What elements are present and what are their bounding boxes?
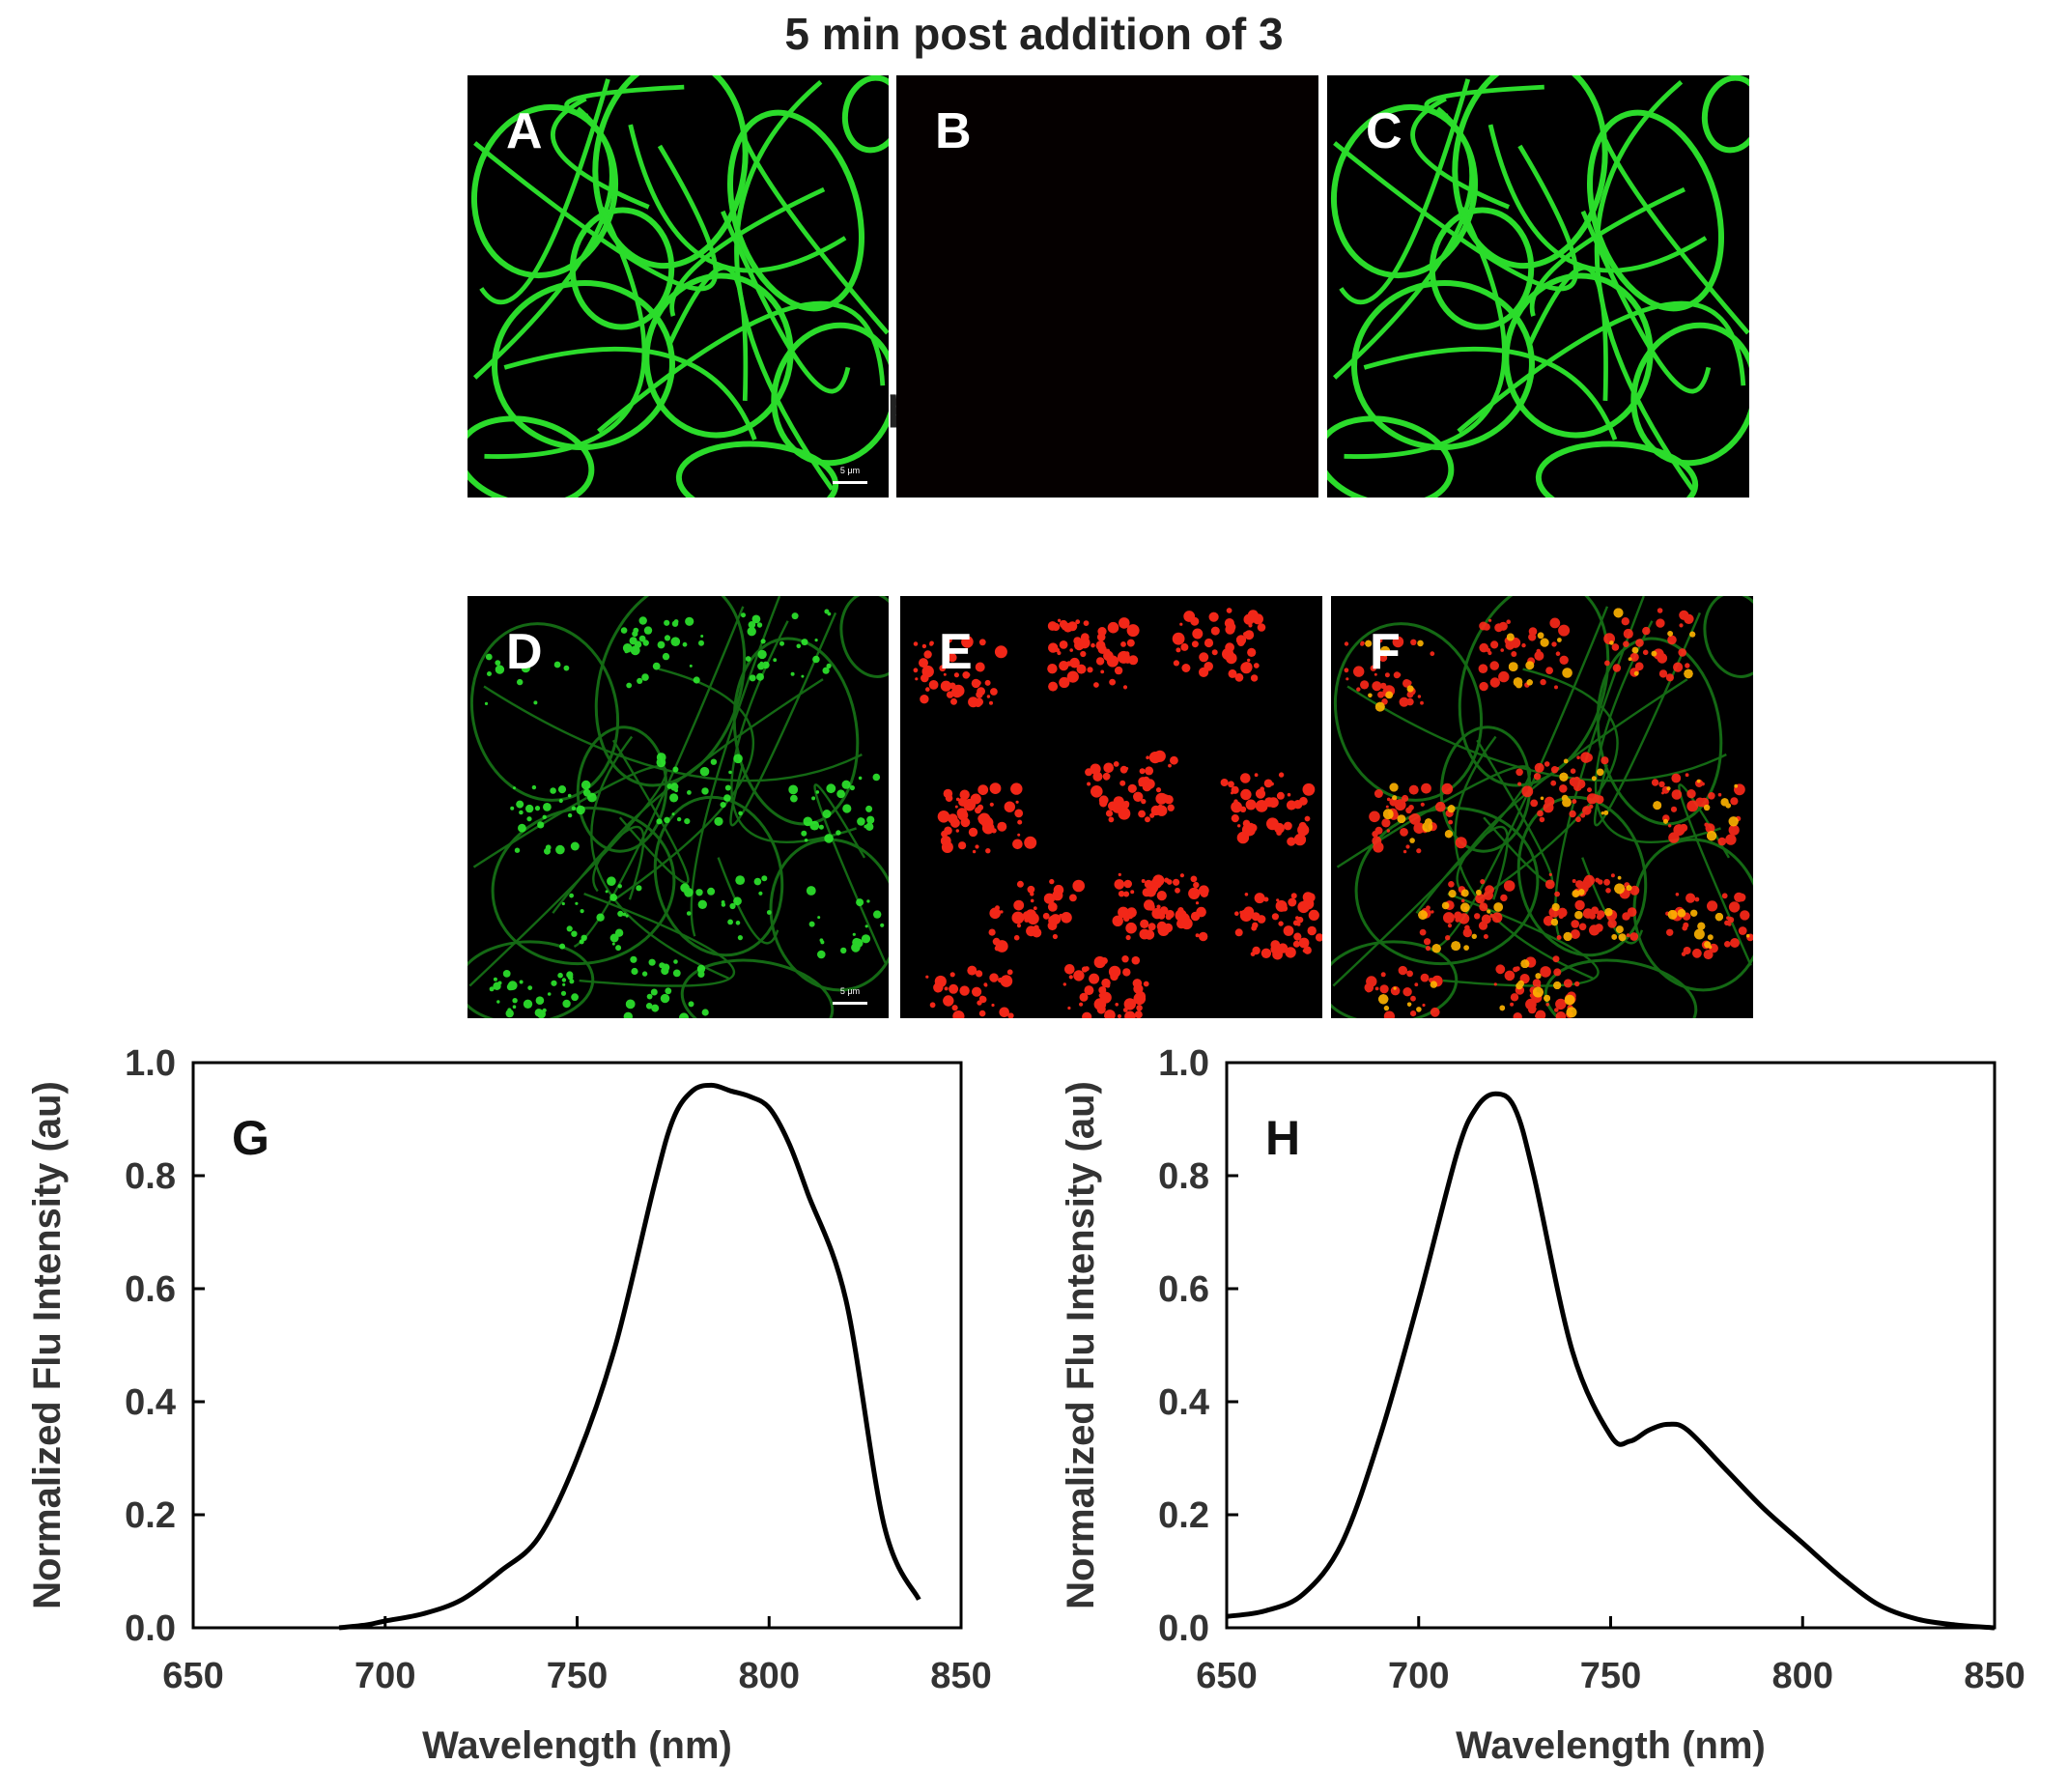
panel-label-f: F (1370, 624, 1401, 680)
panel-label-e: E (939, 624, 973, 680)
y-axis-label: Normalized Flu Intensity (au) (26, 1081, 69, 1609)
cell-membranes (467, 75, 889, 498)
y-tick-label: 0.8 (1158, 1156, 1209, 1197)
x-axis-label: Wavelength (nm) (1456, 1724, 1766, 1767)
scale-bar-a: 5 μm (833, 466, 867, 484)
y-tick-label: 0.4 (125, 1382, 176, 1423)
x-tick-label: 650 (1196, 1656, 1257, 1696)
micrograph-panel-c: C (1327, 75, 1749, 498)
y-tick-label: 0.6 (125, 1269, 176, 1310)
scale-bar-label-a: 5 μm (839, 466, 861, 475)
y-tick-label: 0.6 (1158, 1269, 1209, 1310)
cell-membranes (467, 596, 889, 1018)
x-tick-label: 850 (1964, 1656, 2025, 1696)
x-tick-label: 650 (162, 1656, 223, 1696)
spectrum-chart-h: 650 700 750 800 850 0.0 0.2 0.4 0.6 0.8 1.0 Wavelen… (1060, 1043, 2026, 1767)
cell-membranes (1327, 75, 1749, 498)
y-tick-label: 0.4 (1158, 1382, 1209, 1423)
micrograph-panel-d: D 5 μm (467, 596, 889, 1018)
x-tick-label: 850 (930, 1656, 991, 1696)
vesicle-puncta (484, 609, 885, 1018)
x-tick-label: 700 (354, 1656, 415, 1696)
cell-image-a (467, 75, 889, 498)
vesicle-puncta (913, 608, 1322, 1018)
panel-label-b: B (935, 103, 972, 159)
x-tick-label: 750 (547, 1656, 608, 1696)
y-axis-label: Normalized Flu Intensity (au) (1060, 1081, 1102, 1609)
micrograph-panel-a: A 5 μm (467, 75, 889, 498)
cell-image-d (467, 596, 889, 1018)
cell-image-e (913, 608, 1322, 1018)
x-tick-label: 750 (1580, 1656, 1641, 1696)
scale-bar-label-d: 5 μm (839, 986, 861, 996)
panel-label-d: D (506, 624, 543, 680)
y-tick-label: 1.0 (125, 1043, 176, 1084)
y-tick-label: 0.8 (125, 1156, 176, 1197)
y-tick-label: 1.0 (1158, 1043, 1209, 1084)
cell-image-f (1331, 596, 1753, 1018)
spectrum-chart-g: 650 700 750 800 850 0.0 0.2 0.4 0.6 0.8 1.0 Wavelen… (26, 1043, 992, 1767)
cell-image-c (1327, 75, 1749, 498)
chart-panel-label: H (1265, 1111, 1300, 1165)
vesicle-puncta (1365, 608, 1750, 1018)
x-tick-label: 700 (1388, 1656, 1449, 1696)
emission-spectrum-line (338, 1082, 921, 1631)
scale-bar-d: 5 μm (833, 986, 867, 1005)
panel-label-a: A (506, 103, 543, 159)
x-tick-label: 800 (739, 1656, 800, 1696)
panel-label-c: C (1366, 103, 1402, 159)
micrograph-panel-b: B (896, 75, 1318, 498)
x-axis-label: Wavelength (nm) (422, 1724, 732, 1767)
y-tick-label: 0.2 (125, 1495, 176, 1536)
plot-frame (191, 1061, 963, 1630)
y-tick-label: 0.2 (1158, 1495, 1209, 1536)
micrograph-panel-e: E (900, 596, 1322, 1018)
chart-panel-label: G (232, 1111, 269, 1165)
emission-spectrum-line (1226, 1091, 1996, 1631)
micrograph-panel-f: F (1331, 596, 1753, 1018)
row1-title: 5 min post addition of 3 (784, 9, 1284, 59)
y-tick-label: 0.0 (125, 1608, 176, 1649)
x-tick-label: 800 (1772, 1656, 1833, 1696)
y-tick-label: 0.0 (1158, 1608, 1209, 1649)
